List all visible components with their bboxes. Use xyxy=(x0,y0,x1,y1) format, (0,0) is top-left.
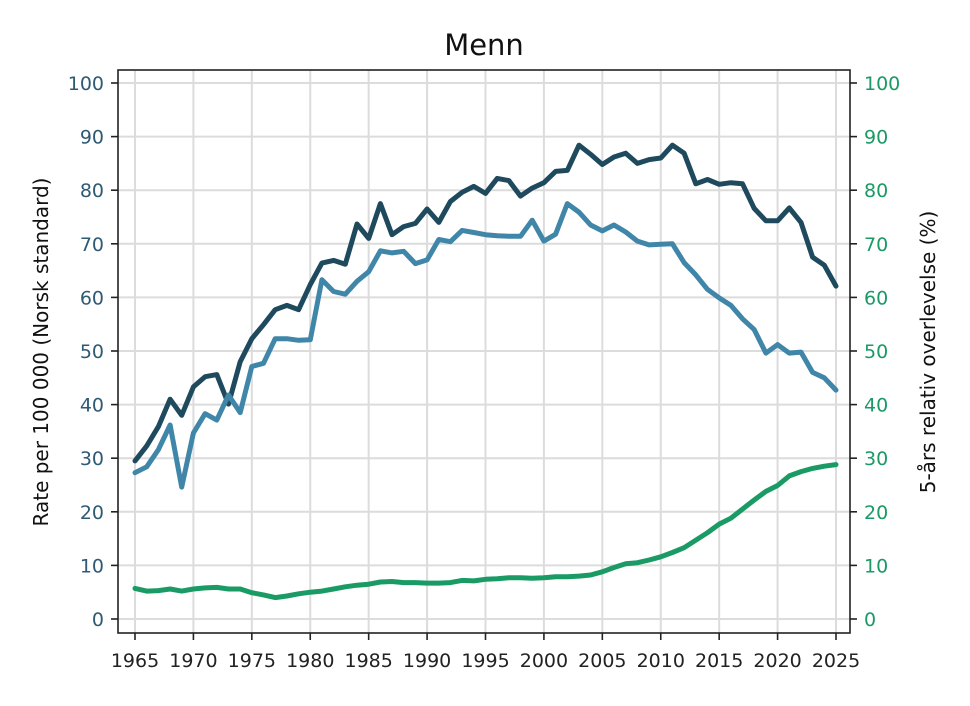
x-tick-label: 1985 xyxy=(344,650,392,672)
y-axis-label-right: 5-års relativ overlevelse (%) xyxy=(916,211,940,494)
right-tick-label: 80 xyxy=(864,180,888,202)
x-tick-label: 2000 xyxy=(520,650,568,672)
right-tick-label: 0 xyxy=(864,609,876,631)
x-tick-label: 2010 xyxy=(637,650,685,672)
right-tick-label: 70 xyxy=(864,234,888,256)
left-tick-label: 80 xyxy=(80,180,104,202)
left-tick-label: 20 xyxy=(80,502,104,524)
left-tick-label: 40 xyxy=(80,395,104,417)
x-tick-label: 1970 xyxy=(169,650,217,672)
right-tick-label: 20 xyxy=(864,502,888,524)
x-tick-label: 2005 xyxy=(578,650,626,672)
left-tick-label: 90 xyxy=(80,127,104,149)
x-tick-label: 1995 xyxy=(461,650,509,672)
x-tick-label: 2025 xyxy=(812,650,860,672)
left-tick-label: 70 xyxy=(80,234,104,256)
left-axis-ticks: 0 10 20 30 40 50 60 70 80 90 100 xyxy=(68,73,118,631)
right-tick-label: 30 xyxy=(864,448,888,470)
left-tick-label: 60 xyxy=(80,287,104,309)
series-layer xyxy=(132,142,839,601)
left-tick-label: 0 xyxy=(92,609,104,631)
chart-title: Menn xyxy=(444,28,524,62)
left-tick-label: 30 xyxy=(80,448,104,470)
right-tick-label: 100 xyxy=(864,73,900,95)
right-axis-ticks: 0 10 20 30 40 50 60 70 80 90 100 xyxy=(850,73,900,631)
x-axis-ticks: 1965 1970 1975 1980 1985 1990 1995 2000 2005 2010… xyxy=(111,633,860,672)
left-tick-label: 10 xyxy=(80,555,104,577)
left-tick-label: 50 xyxy=(80,341,104,363)
series-line-3 xyxy=(132,462,839,601)
y-gridlines xyxy=(118,82,850,620)
x-tick-label: 2020 xyxy=(753,650,801,672)
x-tick-label: 1975 xyxy=(228,650,276,672)
right-tick-label: 60 xyxy=(864,287,888,309)
right-tick-label: 40 xyxy=(864,395,888,417)
right-tick-label: 50 xyxy=(864,341,888,363)
y-axis-label-left: Rate per 100 000 (Norsk standard) xyxy=(29,178,53,527)
right-tick-label: 10 xyxy=(864,555,888,577)
right-tick-label: 90 xyxy=(864,127,888,149)
x-tick-label: 1965 xyxy=(111,650,159,672)
series-line-2 xyxy=(132,201,839,490)
x-tick-label: 1980 xyxy=(286,650,334,672)
left-tick-label: 100 xyxy=(68,73,104,95)
x-tick-label: 2015 xyxy=(695,650,743,672)
x-tick-label: 1990 xyxy=(403,650,451,672)
series-line-1 xyxy=(132,142,839,464)
